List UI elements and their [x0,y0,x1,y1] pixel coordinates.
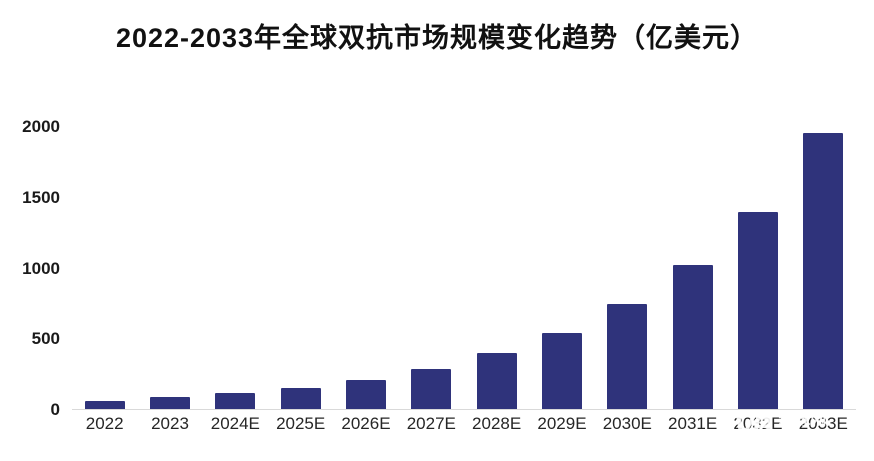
bar-column [268,127,333,409]
bar-2027E [411,368,452,409]
bar-column [595,127,660,409]
bar-2025E [280,388,321,409]
bar-2026E [345,379,386,409]
x-tick-label: 2022 [85,414,124,433]
y-tick-label: 0 [50,400,60,419]
bar-2028E [476,353,517,409]
bar-column [791,127,856,409]
x-tick-label: 2027E [406,414,456,433]
x-tick-label: 2029E [537,414,587,433]
bar-2030E [607,303,648,409]
x-axis: 2022 2023 2024E 2025E 2026E 2027E 2028E 2029E 20… [72,414,856,434]
bar-2022 [84,400,125,409]
bar-column [464,127,529,409]
x-tick-label: 2028E [472,414,522,433]
bar-2032E [737,211,778,409]
x-tick-label: 2033E [798,414,848,433]
y-tick-label: 2000 [22,117,60,136]
bar-2024E [215,393,256,409]
bar-column [203,127,268,409]
bar-column [72,127,137,409]
bar-2023 [149,397,190,409]
x-tick-label: 2023 [151,414,189,433]
bar-column [333,127,398,409]
bar-column [399,127,464,409]
bar-column [137,127,202,409]
bar-2031E [672,265,713,409]
bar-column [529,127,594,409]
x-tick-label: 2024E [210,414,260,433]
y-tick-label: 500 [31,329,60,349]
x-tick-label: 2030E [602,414,652,433]
x-tick-label: 2031E [668,414,718,433]
bar-column [660,127,725,409]
y-tick-label: 1500 [22,187,60,207]
bars [72,127,856,410]
x-tick-label: 2025E [276,414,326,433]
bar-column [725,127,790,409]
y-axis: 0 500 1000 1500 2000 [0,117,60,419]
x-tick-label: 2032E [733,414,783,433]
y-tick-label: 1000 [22,258,60,278]
x-tick-label: 2026E [341,414,391,433]
bar-2029E [541,332,582,409]
chart-title: 2022-2033年全球双抗市场规模变化趋势（亿美元） [115,23,759,53]
bar-2033E [803,132,844,409]
